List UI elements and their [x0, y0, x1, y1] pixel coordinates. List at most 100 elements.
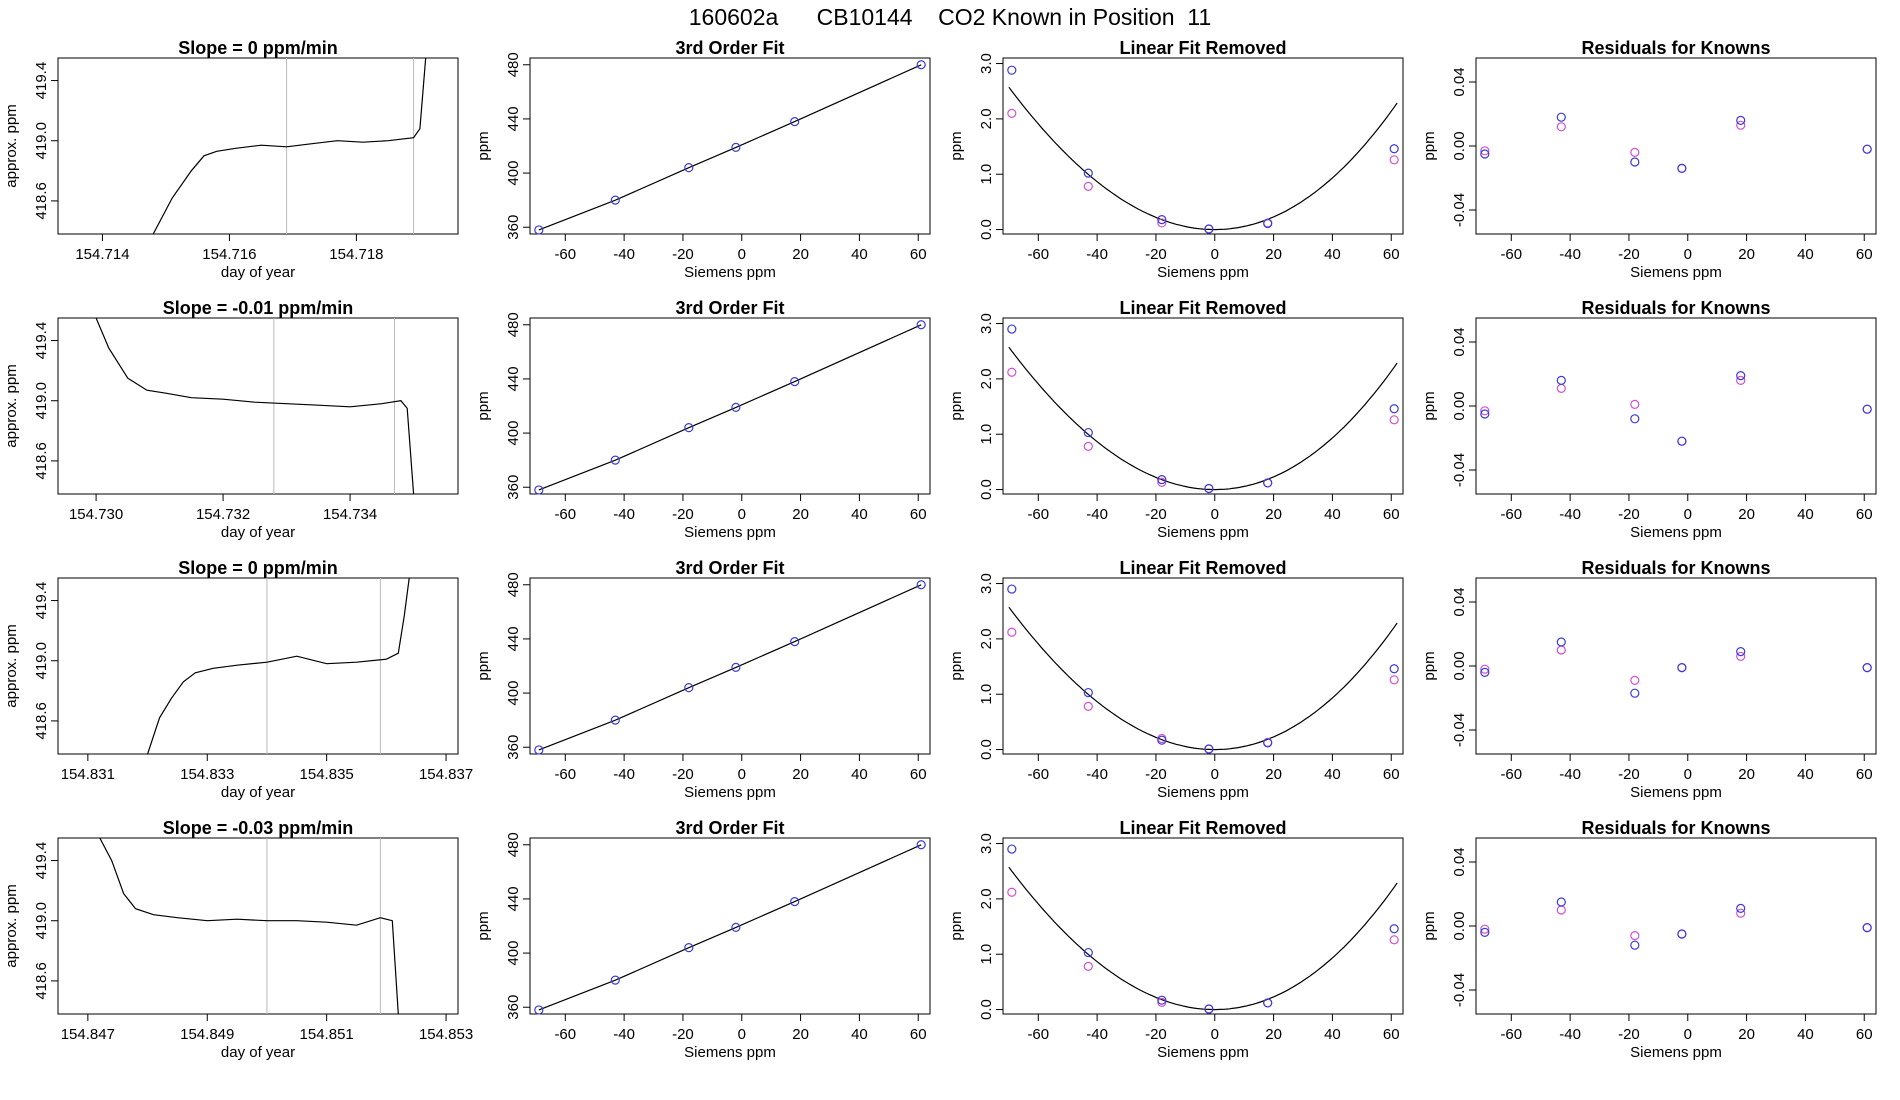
panel-title: Linear Fit Removed [1119, 38, 1286, 58]
y-tick-label: 360 [505, 215, 522, 240]
x-tick-label: 0 [738, 1026, 746, 1043]
panel-title: 3rd Order Fit [675, 298, 784, 318]
y-tick-label: 0.04 [1451, 327, 1468, 356]
panel-title: Residuals for Knowns [1581, 558, 1770, 578]
y-axis-label: ppm [948, 911, 965, 940]
x-tick-label: 40 [1324, 246, 1341, 263]
magenta-residual-point [1556, 645, 1566, 655]
blue-point [1263, 738, 1273, 748]
y-tick-label: 0.00 [1451, 911, 1468, 940]
y-tick-label: 480 [505, 832, 522, 857]
y-tick-label: 419.0 [33, 902, 50, 940]
y-tick-label: 0.0 [978, 739, 995, 760]
fit-line [538, 64, 922, 231]
y-tick-label: 418.6 [33, 442, 50, 480]
y-tick-label: 3.0 [978, 313, 995, 334]
panel-title: Linear Fit Removed [1119, 818, 1286, 838]
x-axis-label: day of year [221, 264, 295, 281]
blue-point [1389, 924, 1399, 934]
blue-residual-point [1630, 940, 1640, 950]
y-axis-label: ppm [475, 391, 492, 420]
y-tick-label: 440 [505, 886, 522, 911]
x-tick-label: 0 [1684, 246, 1692, 263]
plot-frame [57, 317, 459, 495]
y-axis-label: approx. ppm [3, 104, 20, 187]
blue-point [1204, 744, 1214, 754]
x-tick-label: -40 [1559, 766, 1581, 783]
x-tick-label: 20 [1265, 506, 1282, 523]
x-axis-label: Siemens ppm [1157, 784, 1249, 801]
x-tick-label: 154.730 [69, 506, 123, 523]
x-tick-label: -20 [672, 766, 694, 783]
x-axis-label: Siemens ppm [684, 1044, 776, 1061]
y-axis-label: ppm [475, 131, 492, 160]
y-tick-label: 0.00 [1451, 651, 1468, 680]
x-tick-label: 0 [1684, 766, 1692, 783]
magenta-residual-point [1736, 375, 1746, 385]
x-tick-label: 60 [1383, 766, 1400, 783]
magenta-residual-point [1630, 675, 1640, 686]
x-tick-label: 154.847 [61, 1026, 115, 1043]
blue-point [1157, 995, 1167, 1005]
x-tick-label: -20 [1618, 246, 1640, 263]
x-tick-label: 0 [738, 506, 746, 523]
y-axis-label: ppm [1421, 651, 1438, 680]
x-axis-label: day of year [221, 784, 295, 801]
x-tick-label: 60 [910, 766, 927, 783]
panel-title: Residuals for Knowns [1581, 38, 1770, 58]
x-tick-label: 154.851 [300, 1026, 354, 1043]
drift-trace [99, 838, 399, 1014]
blue-residual-point [1677, 436, 1687, 446]
y-tick-label: 419.4 [33, 582, 50, 620]
y-axis-label: ppm [948, 651, 965, 680]
y-tick-label: 419.4 [33, 322, 50, 360]
x-axis-label: Siemens ppm [684, 264, 776, 281]
panel-title: Residuals for Knowns [1581, 818, 1770, 838]
x-tick-label: 60 [910, 246, 927, 263]
blue-residual-point [1736, 115, 1746, 126]
x-tick-label: -60 [1027, 246, 1049, 263]
blue-residual-point [1677, 929, 1687, 939]
panel-title: Residuals for Knowns [1581, 298, 1770, 318]
quadratic-fit-curve [1008, 866, 1398, 1011]
x-tick-label: -20 [1145, 246, 1167, 263]
x-tick-label: -60 [554, 1026, 576, 1043]
y-tick-label: 2.0 [978, 628, 995, 649]
x-tick-label: -20 [672, 506, 694, 523]
quadratic-fit-curve [1008, 86, 1398, 231]
x-tick-label: -40 [1086, 766, 1108, 783]
x-axis-label: Siemens ppm [1157, 264, 1249, 281]
x-tick-label: 0 [738, 246, 746, 263]
x-tick-label: -20 [1618, 1026, 1640, 1043]
plot-frame [57, 577, 459, 755]
x-tick-label: -20 [672, 246, 694, 263]
panel-title: 3rd Order Fit [675, 818, 784, 838]
magenta-residual-point [1556, 905, 1566, 915]
y-tick-label: 3.0 [978, 53, 995, 74]
data-point [731, 402, 741, 412]
magenta-point [1389, 675, 1399, 685]
y-tick-label: 419.0 [33, 382, 50, 420]
plot-frame [529, 57, 931, 235]
x-axis-label: Siemens ppm [684, 524, 776, 541]
blue-point [1007, 844, 1017, 854]
plot-frame [1475, 837, 1877, 1015]
x-tick-label: 0 [1211, 506, 1219, 523]
x-tick-label: 154.835 [300, 766, 354, 783]
y-tick-label: 0.0 [978, 999, 995, 1020]
blue-point [1204, 1004, 1214, 1014]
magenta-residual-point [1736, 651, 1746, 662]
x-tick-label: -60 [1500, 766, 1522, 783]
y-tick-label: 2.0 [978, 108, 995, 129]
x-tick-label: 154.732 [196, 506, 250, 523]
y-tick-label: 360 [505, 475, 522, 500]
panel-title: Slope = 0 ppm/min [178, 558, 338, 578]
y-tick-label: 400 [505, 161, 522, 186]
x-tick-label: 20 [1738, 246, 1755, 263]
blue-point [1157, 475, 1167, 485]
data-point [534, 485, 544, 495]
y-axis-label: approx. ppm [3, 364, 20, 447]
y-tick-label: 0.04 [1451, 587, 1468, 616]
x-tick-label: 60 [1856, 766, 1873, 783]
y-tick-label: 2.0 [978, 888, 995, 909]
